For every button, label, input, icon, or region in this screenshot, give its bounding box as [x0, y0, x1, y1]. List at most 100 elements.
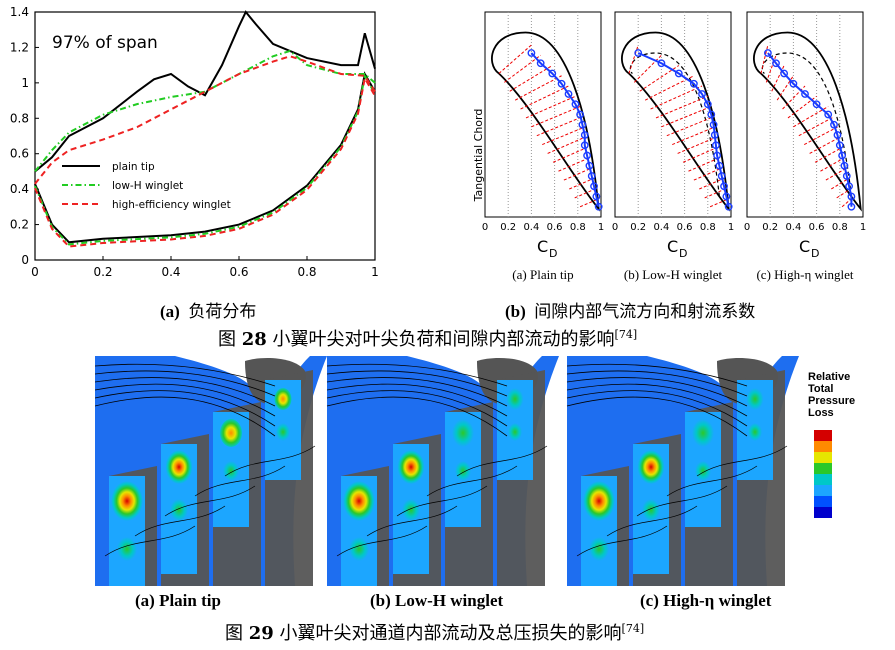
loss-core-secondary — [508, 423, 522, 441]
legend-title-line: Pressure — [808, 395, 856, 407]
plot-frame — [34, 11, 376, 261]
caption-ref: [74] — [621, 622, 645, 635]
flow-direction-line — [563, 167, 592, 181]
vortex-streamline — [696, 445, 788, 477]
cd-axis-label: C — [667, 237, 678, 256]
streamline — [95, 370, 276, 397]
fig29-sub-a: (a) Plain tip — [135, 591, 221, 610]
cd-point — [527, 49, 536, 57]
streamline — [326, 396, 508, 437]
blade-outline — [753, 31, 862, 212]
cd-point — [548, 69, 557, 78]
panel-title: (a) Plain tip — [512, 267, 573, 282]
loss-core — [397, 450, 425, 484]
loss-core-secondary — [695, 461, 711, 481]
x-tick-label: 0.4 — [523, 222, 539, 233]
streamline — [566, 390, 748, 427]
cd-point — [840, 161, 849, 170]
streamline — [326, 390, 508, 427]
cd-point — [838, 151, 847, 160]
fig28-caption: 图 28 小翼叶尖对叶尖负荷和间隙内部流动的影响[74] — [218, 325, 637, 351]
sub-a-label: (a) — [160, 302, 180, 321]
flow-direction-line — [536, 116, 583, 137]
loss-core-secondary — [402, 499, 420, 521]
cd-point — [724, 202, 733, 211]
cd-point — [722, 192, 731, 201]
caption-number: 28 — [241, 329, 267, 350]
cd-point — [657, 59, 666, 68]
cd-point — [698, 90, 706, 98]
vortex-streamline — [456, 445, 548, 477]
vortex-streamline — [396, 485, 488, 517]
legend-label-high-eff: high-efficiency winglet — [112, 199, 231, 211]
x-tick-label: 0.6 — [547, 222, 563, 233]
legend: plain tip low-H winglet high-efficiency … — [62, 161, 231, 211]
cd-panels: Tangential Chord 0 0.2 0.4 0.6 0.8 1C D(a) Pla… — [472, 11, 866, 282]
cd-point — [634, 49, 643, 57]
caption-text: 小翼叶尖对通道内部流动及总压损失的影响 — [279, 623, 622, 644]
flow-direction-line — [825, 167, 848, 181]
cfd-panel — [566, 356, 799, 586]
cd-point — [580, 141, 589, 150]
flow-direction-line — [793, 106, 829, 128]
x-tick-label: 0.2 — [630, 222, 646, 233]
blade-outline-inner — [761, 52, 852, 197]
loss-core — [637, 450, 665, 484]
flow-direction-line — [514, 75, 562, 101]
streamline — [326, 383, 508, 417]
streamline — [566, 370, 748, 397]
flow-direction-line — [574, 188, 597, 199]
fig28-sub-a: (a) 负荷分布 — [160, 297, 256, 322]
colorbar-swatch — [814, 474, 832, 485]
load-lines — [34, 10, 376, 248]
x-tick-label: 0.8 — [700, 222, 716, 233]
loss-core-secondary — [349, 537, 369, 561]
flow-direction-line — [655, 95, 708, 119]
caption-ref: [74] — [614, 328, 638, 341]
blade-outline — [621, 31, 730, 212]
cd-point — [674, 69, 683, 78]
cd-point — [713, 151, 721, 160]
loss-core — [343, 481, 375, 521]
flow-direction-line — [542, 126, 585, 146]
flow-direction-line — [809, 136, 841, 154]
cd-line — [530, 52, 600, 207]
streamline — [326, 363, 508, 387]
flow-direction-line — [666, 116, 714, 137]
colorbar-swatch — [814, 441, 832, 452]
x-tick-label: 0.8 — [297, 265, 316, 279]
cd-point — [715, 161, 724, 170]
vortex-streamline — [164, 485, 256, 517]
x-tick-label: 1 — [598, 222, 604, 233]
x-tick-label: 1 — [860, 222, 866, 233]
flow-direction-line — [803, 126, 838, 146]
colorbar-swatch — [814, 430, 832, 441]
flow-direction-line — [498, 44, 532, 74]
cd-point — [845, 182, 853, 191]
loss-core-secondary — [748, 423, 762, 441]
fig29-caption: 图 29 小翼叶尖对通道内部流动及总压损失的影响[74] — [225, 619, 644, 645]
loss-core-secondary — [276, 423, 290, 441]
vortex-streamline — [134, 505, 226, 537]
load-distribution-chart: 0 0.2 0.4 0.6 0.8 1 1.2 1.4 0 0.2 0.4 0.6 0.8 1 97% … — [10, 5, 379, 279]
cd-point — [707, 110, 716, 119]
cd-axis-label: C — [799, 237, 810, 256]
cd-point — [763, 49, 772, 57]
loss-core — [452, 419, 474, 447]
series-line-upper — [34, 10, 376, 173]
cfd-panel — [326, 356, 559, 586]
streamline — [95, 390, 276, 427]
cd-point — [583, 151, 591, 160]
cd-point — [580, 131, 589, 139]
tangential-chord-label: Tangential Chord — [472, 109, 485, 203]
streamline — [326, 377, 508, 407]
flow-direction-line — [814, 147, 843, 163]
flow-direction-line — [677, 136, 717, 154]
cd-point — [564, 90, 573, 98]
flow-direction-line — [661, 106, 712, 128]
cd-point — [703, 100, 712, 109]
loss-core — [220, 419, 242, 447]
sub-b-text: 间隙内部气流方向和射流系数 — [534, 302, 756, 321]
flow-direction-line — [633, 54, 662, 83]
vortex-streamline — [666, 465, 758, 497]
